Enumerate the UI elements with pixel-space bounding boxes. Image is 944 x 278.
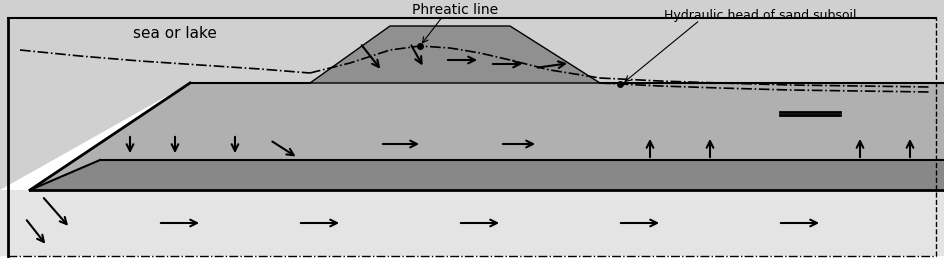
Polygon shape xyxy=(30,160,944,190)
Text: Hydraulic head of sand subsoil: Hydraulic head of sand subsoil xyxy=(664,9,856,23)
Text: sea or lake: sea or lake xyxy=(133,26,217,41)
Polygon shape xyxy=(0,0,944,190)
Bar xyxy=(0,190,944,256)
Polygon shape xyxy=(310,26,600,83)
Polygon shape xyxy=(30,83,944,190)
Text: Phreatic line: Phreatic line xyxy=(412,3,498,17)
